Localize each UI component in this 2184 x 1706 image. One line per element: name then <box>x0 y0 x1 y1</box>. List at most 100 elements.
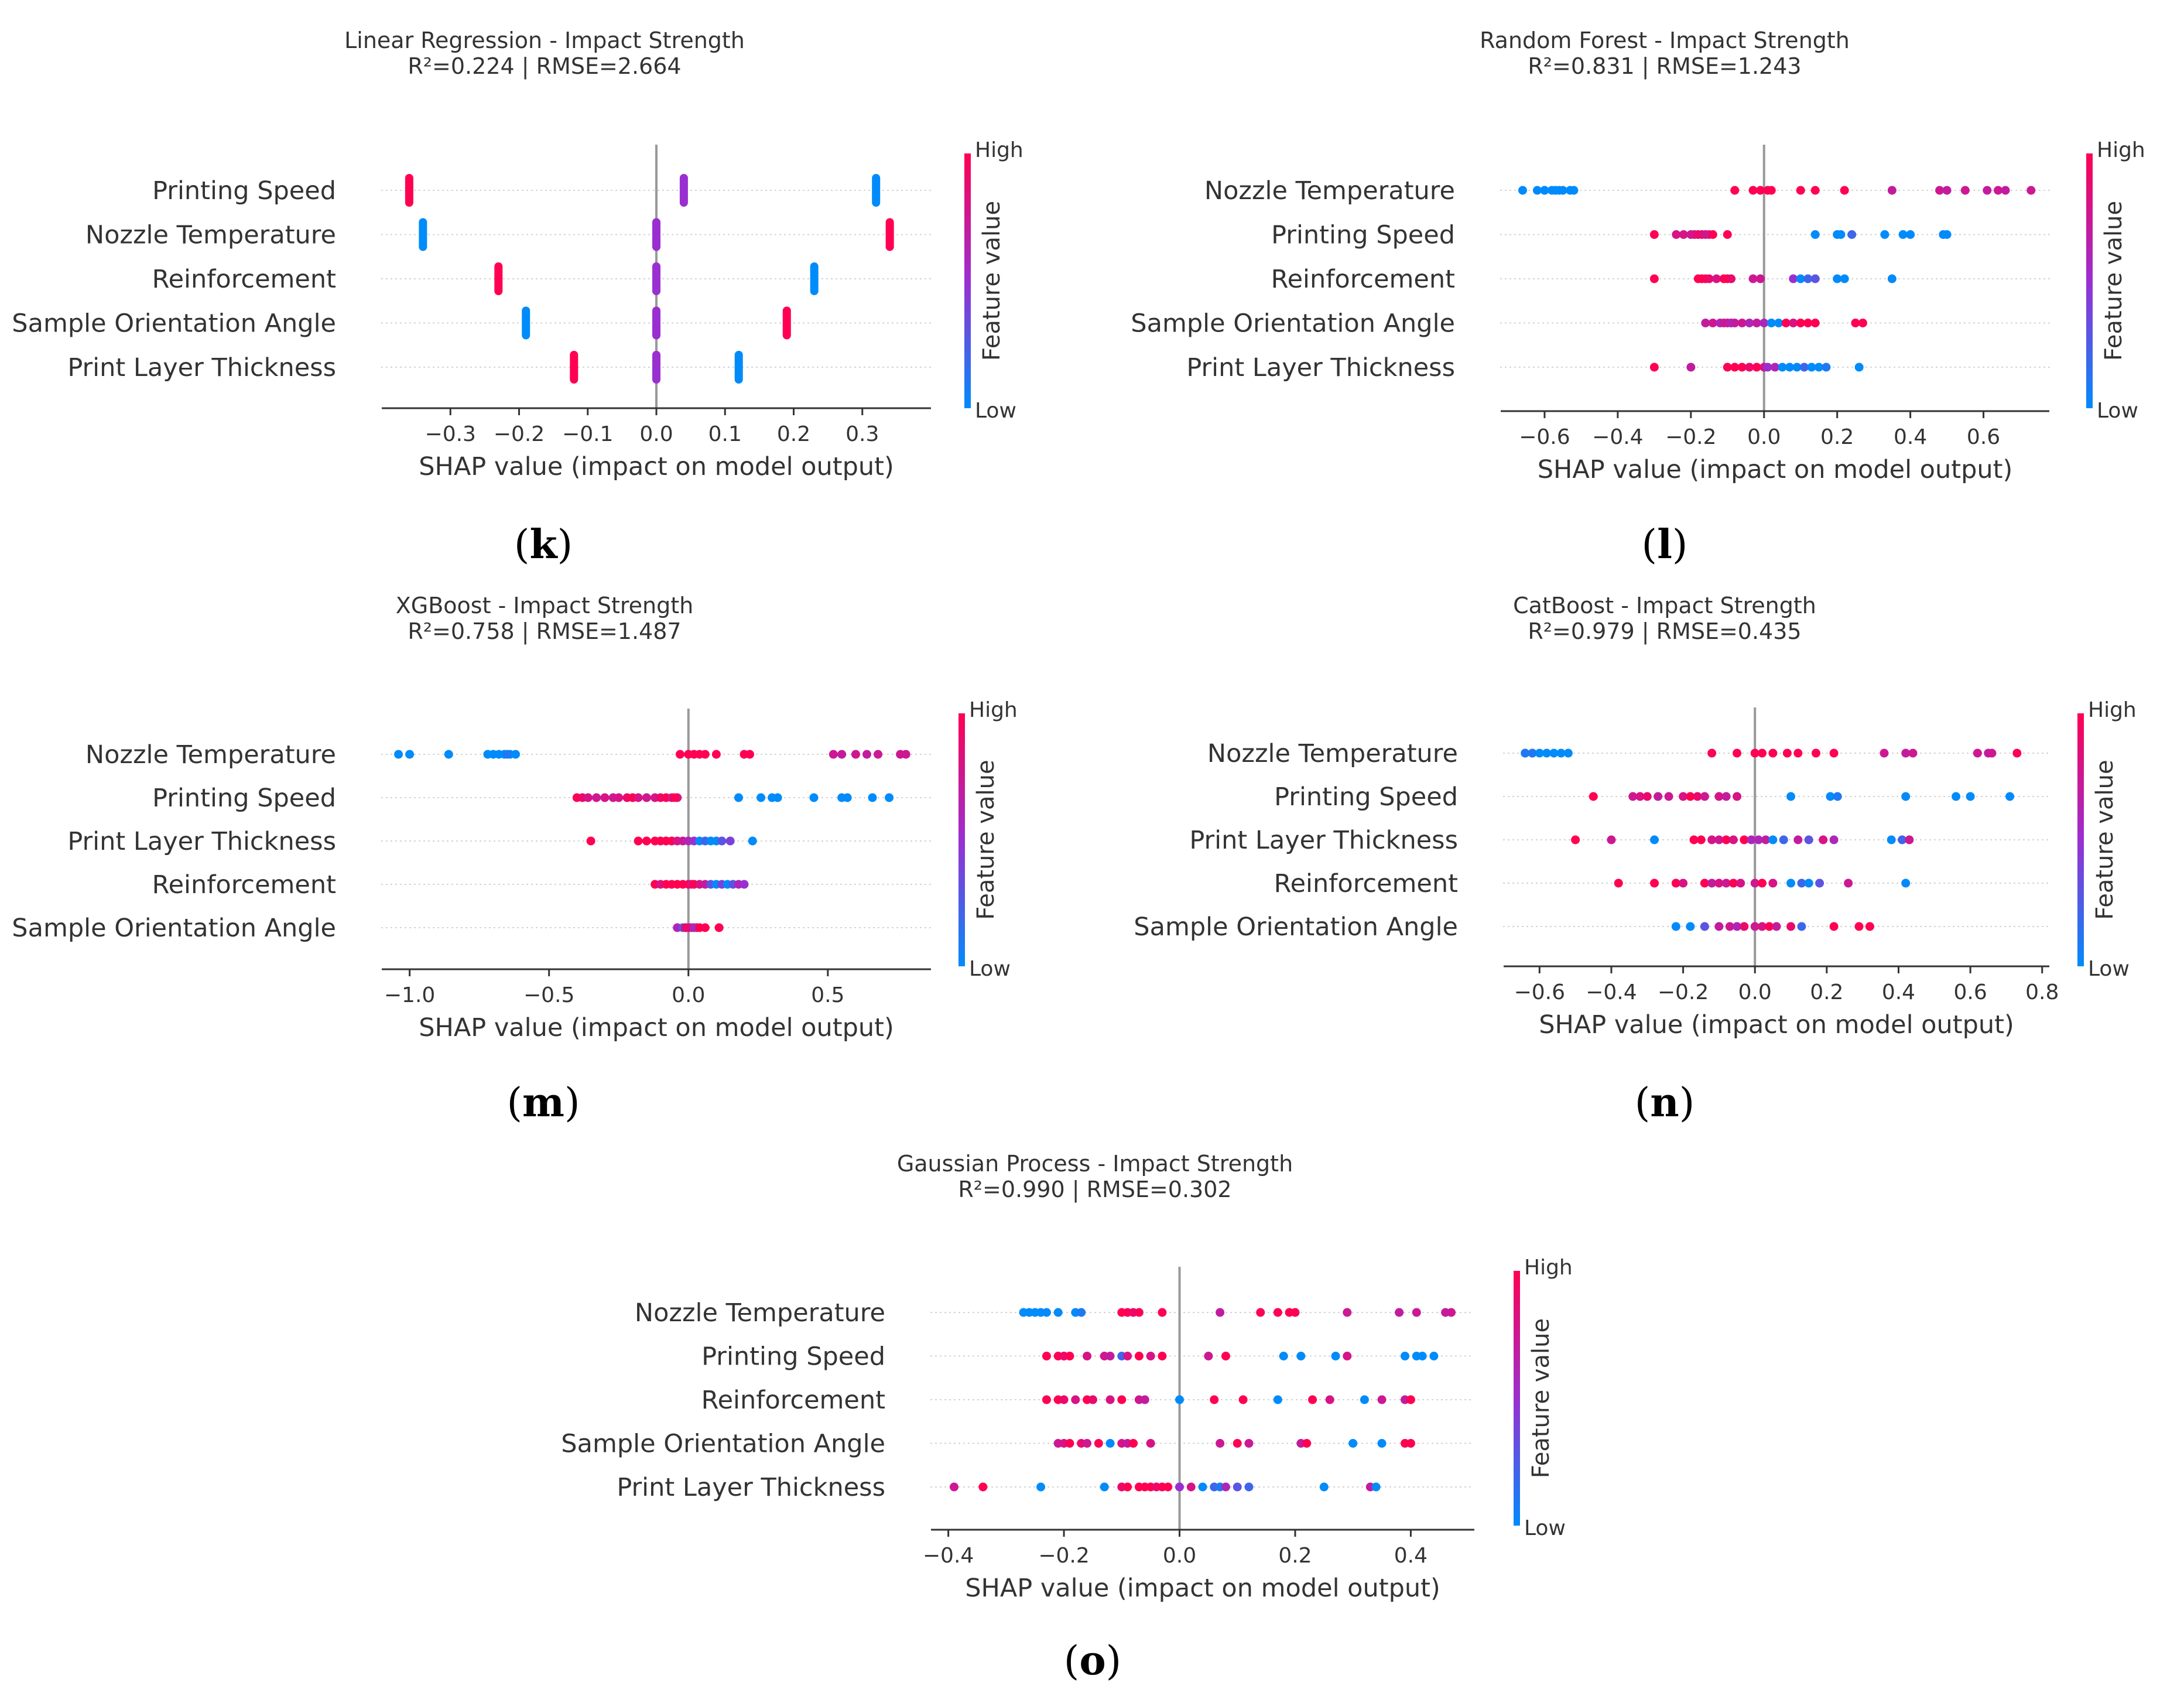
colorbar-low-label: Low <box>2088 957 2130 981</box>
shap-point <box>1671 922 1680 931</box>
shap-point <box>1186 1482 1196 1492</box>
shap-point <box>1140 1395 1149 1404</box>
shap-point <box>1672 230 1681 239</box>
shap-point <box>1163 1482 1173 1492</box>
shap-point <box>851 750 860 759</box>
shap-point <box>1785 363 1794 372</box>
shap-point <box>1768 748 1778 758</box>
colorbar-high-label: High <box>975 138 1023 162</box>
shap-point <box>1650 878 1659 888</box>
shap-point <box>1901 792 1911 801</box>
shap-point <box>1756 274 1765 283</box>
shap-point <box>1302 1439 1312 1448</box>
shap-point <box>1905 835 1914 845</box>
shap-point <box>1377 1395 1387 1404</box>
shap-point <box>1771 363 1779 372</box>
shap-point <box>652 262 660 295</box>
shap-point <box>1745 319 1754 327</box>
shap-point <box>1704 274 1714 283</box>
shap-point <box>1071 1395 1080 1404</box>
shap-point <box>1789 274 1798 283</box>
shap-point <box>1851 319 1860 327</box>
x-tick-label: 0.0 <box>1747 425 1781 449</box>
shap-point <box>2026 186 2036 195</box>
shap-point <box>1244 1439 1254 1448</box>
shap-point <box>394 750 403 759</box>
shap-point <box>1906 230 1915 239</box>
colorbar-high-label: High <box>2088 698 2137 722</box>
shap-point <box>1279 1352 1288 1360</box>
x-tick-label: −0.2 <box>1658 980 1709 1004</box>
shap-point <box>1833 792 1842 801</box>
shap-point <box>1994 186 2003 195</box>
x-tick-label: 0.0 <box>1163 1544 1196 1568</box>
shap-point <box>1528 748 1537 758</box>
shap-point <box>1898 835 1907 845</box>
shap-point <box>1804 878 1813 888</box>
shap-point <box>1935 186 1945 195</box>
shap-point <box>885 218 894 251</box>
chart-title: XGBoost - Impact Strength <box>396 593 694 618</box>
shap-point <box>1804 835 1813 845</box>
shap-point <box>1786 878 1796 888</box>
shap-point <box>1401 1352 1410 1360</box>
feature-label: Sample Orientation Angle <box>12 309 336 339</box>
shap-point <box>1727 274 1736 283</box>
panel-label-m: (m) <box>506 1079 580 1126</box>
shap-point <box>1778 363 1787 372</box>
x-tick-label: 0.3 <box>845 422 879 446</box>
shap-point <box>1819 835 1828 845</box>
x-tick-label: 0.8 <box>2025 980 2059 1004</box>
shap-point <box>1745 363 1754 372</box>
shap-point <box>1829 835 1839 845</box>
shap-point <box>1700 878 1709 888</box>
feature-label: Print Layer Thickness <box>617 1473 885 1502</box>
shap-point <box>1707 835 1717 845</box>
shap-point <box>1059 1395 1069 1404</box>
shap-point <box>1768 878 1778 888</box>
shap-point <box>1796 274 1805 283</box>
shap-point <box>1799 363 1809 372</box>
x-tick-label: −0.2 <box>494 422 545 446</box>
x-tick-label: 0.1 <box>708 422 742 446</box>
shap-point <box>1844 878 1853 888</box>
shap-point <box>734 793 743 802</box>
shap-point <box>1686 363 1696 372</box>
shap-point <box>1117 1395 1127 1404</box>
shap-point <box>1664 792 1673 801</box>
shap-point <box>862 750 871 759</box>
feature-label: Nozzle Temperature <box>635 1298 885 1328</box>
shap-point <box>1649 274 1659 283</box>
shap-point <box>1733 748 1742 758</box>
shap-point <box>1840 186 1849 195</box>
colorbar <box>1514 1271 1520 1526</box>
feature-label: Sample Orientation Angle <box>12 914 336 943</box>
feature-label: Reinforcement <box>1274 869 1458 898</box>
shap-point <box>1331 1352 1340 1360</box>
colorbar <box>2086 153 2093 408</box>
shap-point <box>1686 922 1695 931</box>
colorbar-low-label: Low <box>1524 1516 1566 1540</box>
shap-point <box>1105 1352 1115 1360</box>
shap-point <box>1730 363 1740 372</box>
x-tick-label: −0.6 <box>1519 425 1570 449</box>
shap-point <box>1987 748 1997 758</box>
shap-point <box>2012 748 2022 758</box>
shap-point <box>1042 1395 1051 1404</box>
shap-point <box>1679 792 1688 801</box>
colorbar-low-label: Low <box>2097 399 2138 423</box>
shap-point <box>1721 835 1731 845</box>
chart-subtitle: R²=0.831 | RMSE=1.243 <box>1528 53 1801 80</box>
shap-point <box>1803 274 1813 283</box>
shap-point <box>1714 835 1724 845</box>
shap-point <box>1065 1352 1074 1360</box>
shap-point <box>885 793 894 802</box>
shap-point <box>1671 878 1680 888</box>
colorbar <box>964 153 971 408</box>
shap-point <box>600 793 610 802</box>
shap-point <box>1793 748 1803 758</box>
shap-point <box>1847 230 1857 239</box>
shap-point <box>1829 748 1839 758</box>
shap-point <box>1532 186 1542 195</box>
shap-point <box>1221 1352 1230 1360</box>
